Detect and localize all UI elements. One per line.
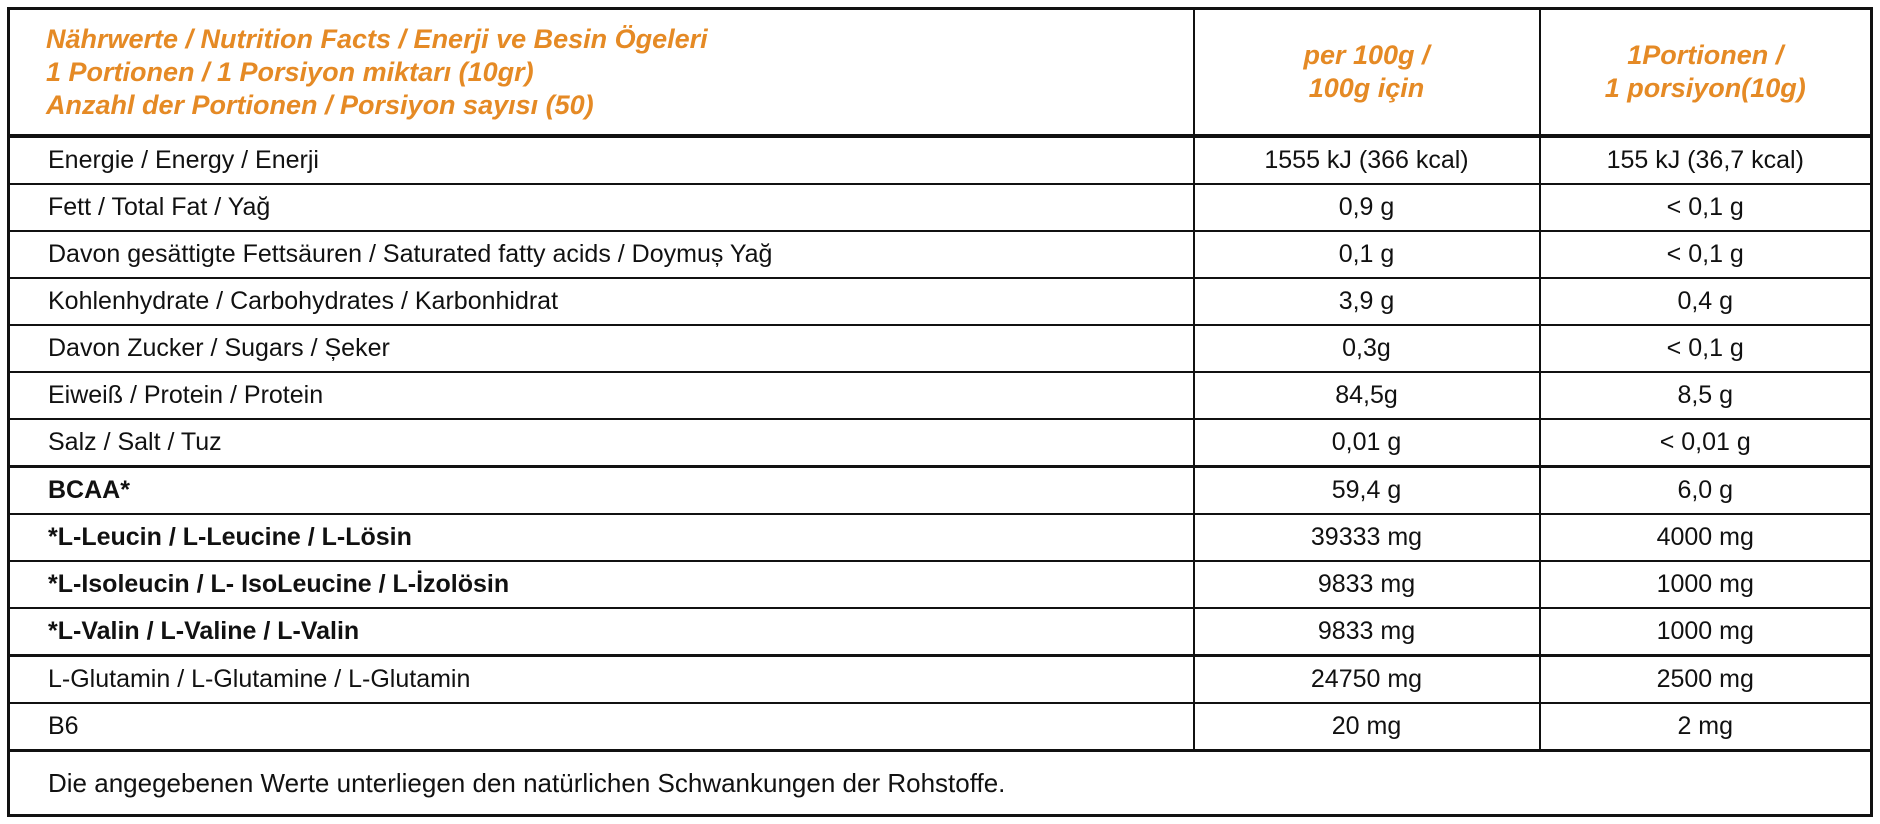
table-row: Eiweiß / Protein / Protein 84,5g 8,5 g (7, 371, 1873, 420)
header-per-100g-line: per 100g / (1303, 40, 1430, 70)
value-per-portion: < 0,1 g (1538, 183, 1873, 232)
footer-note: Die angegebenen Werte unterliegen den na… (7, 749, 1873, 817)
value-per-portion: 6,0 g (1538, 465, 1873, 515)
nutrient-label: L-Glutamin / L-Glutamine / L-Glutamin (7, 654, 1195, 704)
nutrient-label: Davon Zucker / Sugars / Șeker (7, 324, 1195, 373)
nutrient-label: *L-Leucin / L-Leucine / L-Lösin (7, 513, 1195, 562)
table-row: Davon Zucker / Sugars / Șeker 0,3g < 0,1 g (7, 324, 1873, 373)
table-row: Davon gesättigte Fettsäuren / Saturated … (7, 230, 1873, 279)
nutrient-label: Energie / Energy / Enerji (7, 135, 1195, 185)
table-row: *L-Leucin / L-Leucine / L-Lösin 39333 mg 4… (7, 513, 1873, 562)
header-per-portion-line: 1Portionen / (1627, 40, 1784, 70)
header-per-100g-line: 100g için (1308, 73, 1425, 103)
value-per-100g: 0,01 g (1192, 418, 1541, 468)
header-per-portion-line: 1 porsiyon(10g) (1604, 73, 1806, 103)
value-per-portion: 4000 mg (1538, 513, 1873, 562)
table-row: L-Glutamin / L-Glutamine / L-Glutamin 247… (7, 654, 1873, 704)
value-per-100g: 24750 mg (1192, 654, 1541, 704)
nutrient-label: B6 (7, 702, 1195, 752)
header-serving-line: 1 Portionen / 1 Porsiyon miktarı (10gr) (46, 56, 534, 87)
nutrient-label: Davon gesättigte Fettsäuren / Saturated … (7, 230, 1195, 279)
nutrient-label: BCAA* (7, 465, 1195, 515)
header-servings-count-line: Anzahl der Portionen / Porsiyon sayısı (… (46, 89, 594, 120)
table-row: *L-Valin / L-Valine / L-Valin 9833 mg 1000… (7, 607, 1873, 657)
table-footer: Die angegebenen Werte unterliegen den na… (7, 749, 1873, 817)
table-row: Kohlenhydrate / Carbohydrates / Karbonhi… (7, 277, 1873, 326)
value-per-portion: 155 kJ (36,7 kcal) (1538, 135, 1873, 185)
value-per-portion: 2500 mg (1538, 654, 1873, 704)
nutrition-table: Nährwerte / Nutrition Facts / Enerji ve … (7, 7, 1873, 817)
table-header: Nährwerte / Nutrition Facts / Enerji ve … (7, 7, 1873, 138)
table-row: *L-Isoleucin / L- IsoLeucine / L-İzolösi… (7, 560, 1873, 609)
value-per-portion: 8,5 g (1538, 371, 1873, 420)
nutrient-label: Eiweiß / Protein / Protein (7, 371, 1195, 420)
value-per-portion: 2 mg (1538, 702, 1873, 752)
value-per-100g: 84,5g (1192, 371, 1541, 420)
nutrient-label: Salz / Salt / Tuz (7, 418, 1195, 468)
value-per-100g: 39333 mg (1192, 513, 1541, 562)
value-per-100g: 0,9 g (1192, 183, 1541, 232)
value-per-portion: 0,4 g (1538, 277, 1873, 326)
table-row: Fett / Total Fat / Yağ 0,9 g < 0,1 g (7, 183, 1873, 232)
header-title: Nährwerte / Nutrition Facts / Enerji ve … (7, 7, 1195, 138)
nutrient-label: Kohlenhydrate / Carbohydrates / Karbonhi… (7, 277, 1195, 326)
table-row: B6 20 mg 2 mg (7, 702, 1873, 752)
value-per-portion: < 0,1 g (1538, 324, 1873, 373)
value-per-100g: 0,3g (1192, 324, 1541, 373)
value-per-100g: 0,1 g (1192, 230, 1541, 279)
header-per-100g: per 100g / 100g için (1192, 7, 1541, 138)
value-per-portion: < 0,01 g (1538, 418, 1873, 468)
value-per-portion: 1000 mg (1538, 560, 1873, 609)
value-per-portion: 1000 mg (1538, 607, 1873, 657)
value-per-100g: 9833 mg (1192, 560, 1541, 609)
value-per-100g: 1555 kJ (366 kcal) (1192, 135, 1541, 185)
nutrient-label: *L-Isoleucin / L- IsoLeucine / L-İzolösi… (7, 560, 1195, 609)
value-per-100g: 20 mg (1192, 702, 1541, 752)
nutrient-label: Fett / Total Fat / Yağ (7, 183, 1195, 232)
header-per-portion: 1Portionen / 1 porsiyon(10g) (1538, 7, 1873, 138)
nutrient-label: *L-Valin / L-Valine / L-Valin (7, 607, 1195, 657)
table-row: Energie / Energy / Enerji 1555 kJ (366 kc… (7, 135, 1873, 185)
value-per-100g: 59,4 g (1192, 465, 1541, 515)
value-per-100g: 9833 mg (1192, 607, 1541, 657)
header-title-line: Nährwerte / Nutrition Facts / Enerji ve … (46, 23, 708, 54)
table-row: Salz / Salt / Tuz 0,01 g < 0,01 g (7, 418, 1873, 468)
value-per-portion: < 0,1 g (1538, 230, 1873, 279)
value-per-100g: 3,9 g (1192, 277, 1541, 326)
table-row: BCAA* 59,4 g 6,0 g (7, 465, 1873, 515)
